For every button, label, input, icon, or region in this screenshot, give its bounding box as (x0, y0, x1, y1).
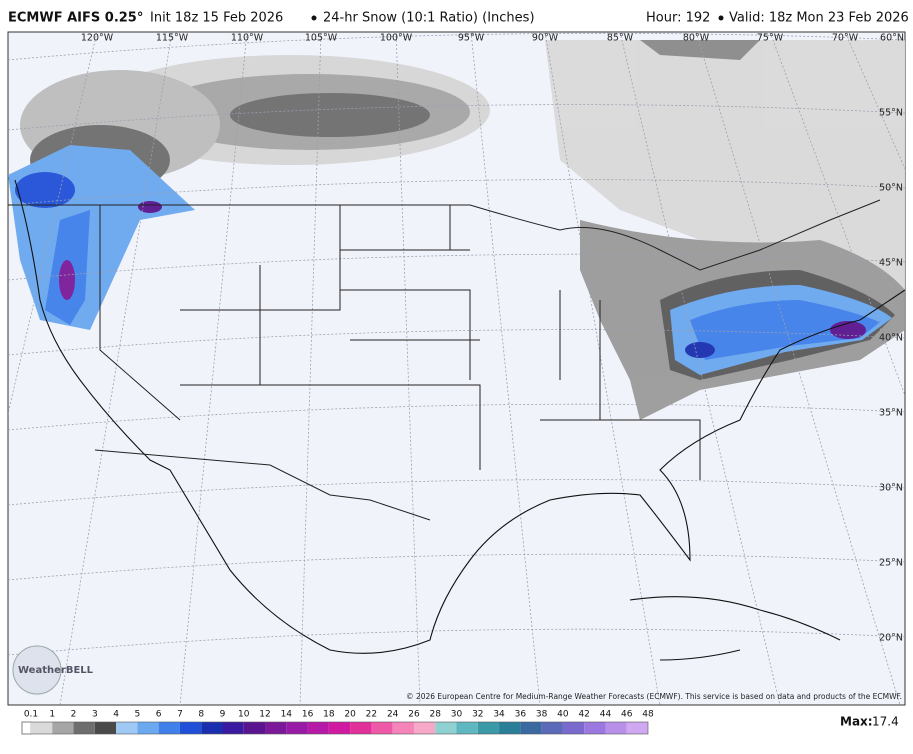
legend-swatch (520, 722, 542, 734)
max-label: Max: (840, 715, 873, 729)
separator (718, 15, 724, 21)
lat-label: 35°N (879, 408, 903, 419)
map: © 2026 European Centre for Medium-Range … (7, 31, 906, 706)
legend-tick-label: 14 (281, 710, 293, 720)
boundaries (8, 179, 905, 661)
legend-tick-label: 8 (198, 710, 204, 720)
graticule (8, 32, 905, 705)
legend-swatch (73, 722, 95, 734)
legend-swatch (541, 722, 563, 734)
lon-label: 115°W (156, 33, 189, 44)
legend-swatch (371, 722, 393, 734)
legend-tick-label: 2 (71, 710, 77, 720)
lat-label: 45°N (879, 258, 903, 269)
legend-tick-label: 22 (366, 710, 377, 720)
legend-swatch (477, 722, 500, 734)
legend-tick-label: 16 (302, 710, 314, 720)
legend-tick-label: 38 (536, 710, 548, 720)
legend-swatch (562, 722, 585, 734)
legend-tick-label: 20 (344, 710, 356, 720)
snow-shading (8, 40, 905, 420)
lon-label: 80°W (683, 33, 710, 44)
lon-label: 120°W (81, 33, 114, 44)
legend-tick-label: 26 (408, 710, 420, 720)
legend-tick-label: 44 (600, 710, 612, 720)
legend-swatch (52, 722, 74, 734)
legend-tick-label: 34 (493, 710, 505, 720)
legend-swatch (584, 722, 606, 734)
legend-swatch (392, 722, 414, 734)
legend-swatch (179, 722, 202, 734)
legend-tick-label: 9 (220, 710, 226, 720)
hour: Hour: 192 (646, 11, 710, 26)
lon-label: 75°W (757, 33, 784, 44)
logo: WeatherBELL (18, 665, 94, 676)
legend-tick-label: 46 (621, 710, 633, 720)
separator (311, 15, 317, 21)
legend-swatch (222, 722, 244, 734)
lon-label: 70°W (832, 33, 859, 44)
title: ECMWF AIFS 0.25° (8, 11, 143, 26)
legend-swatch (265, 722, 287, 734)
legend-swatch (286, 722, 308, 734)
legend-tick-label: 10 (238, 710, 250, 720)
logo-mark (12, 645, 62, 695)
lon-label: 85°W (607, 33, 634, 44)
product: 24-hr Snow (10:1 Ratio) (Inches) (323, 11, 535, 26)
legend-tick-label: 18 (323, 710, 335, 720)
legend-tick-label: 30 (451, 710, 463, 720)
legend-swatch (158, 722, 180, 734)
legend-tick-label: 5 (135, 710, 141, 720)
legend-tick-label: 12 (259, 710, 270, 720)
lat-label: 20°N (879, 633, 903, 644)
legend-swatch (94, 722, 117, 734)
lat-label: 25°N (879, 558, 903, 569)
lon-label: 90°W (532, 33, 559, 44)
credit: © 2026 European Centre for Medium-Range … (406, 692, 902, 701)
lat-label: 40°N (879, 333, 903, 344)
legend: 0.1 1 2 3 4 5 6 7 8 9 10 12 14 16 18 20 22 24 26 28 30 32 34 36… (21, 710, 654, 735)
legend-swatch (605, 722, 627, 734)
legend-tick-label: 4 (113, 710, 119, 720)
valid: Valid: 18z Mon 23 Feb 2026 (729, 11, 909, 26)
legend-swatch (499, 722, 521, 734)
legend-swatch (328, 722, 351, 734)
legend-swatch (626, 722, 648, 734)
legend-swatch (243, 722, 266, 734)
lon-label: 105°W (305, 33, 338, 44)
legend-tick-label: 6 (156, 710, 162, 720)
legend-bar-left (21, 721, 32, 735)
legend-tick-label: 48 (642, 710, 654, 720)
legend-tick-label: 40 (557, 710, 569, 720)
lon-label: 100°W (380, 33, 413, 44)
legend-swatch (116, 722, 138, 734)
legend-tick-label: 42 (578, 710, 589, 720)
legend-swatch (350, 722, 372, 734)
legend-swatch (201, 722, 223, 734)
legend-tick-label: 7 (177, 710, 183, 720)
legend-swatch (307, 722, 329, 734)
lat-label: 50°N (879, 183, 903, 194)
lon-label: 110°W (231, 33, 264, 44)
legend-tick-label: 36 (515, 710, 527, 720)
max-value: 17.4 (872, 715, 899, 729)
legend-tick-label: 32 (472, 710, 483, 720)
legend-swatch (137, 722, 159, 734)
legend-swatch (413, 722, 436, 734)
legend-tick-label: 24 (387, 710, 399, 720)
legend-tick-label: 28 (430, 710, 442, 720)
init: Init 18z 15 Feb 2026 (150, 11, 283, 26)
legend-frame (21, 721, 649, 735)
lat-label: 30°N (879, 483, 903, 494)
legend-swatch (31, 722, 53, 734)
lon-label: 95°W (458, 33, 485, 44)
legend-swatch (435, 722, 457, 734)
legend-tick-label: 0.1 (24, 710, 38, 720)
legend-swatch (456, 722, 478, 734)
legend-tick-label: 1 (49, 710, 55, 720)
lat-label: 60°N (880, 33, 904, 44)
lat-label: 55°N (879, 108, 903, 119)
legend-tick-label: 3 (92, 710, 98, 720)
